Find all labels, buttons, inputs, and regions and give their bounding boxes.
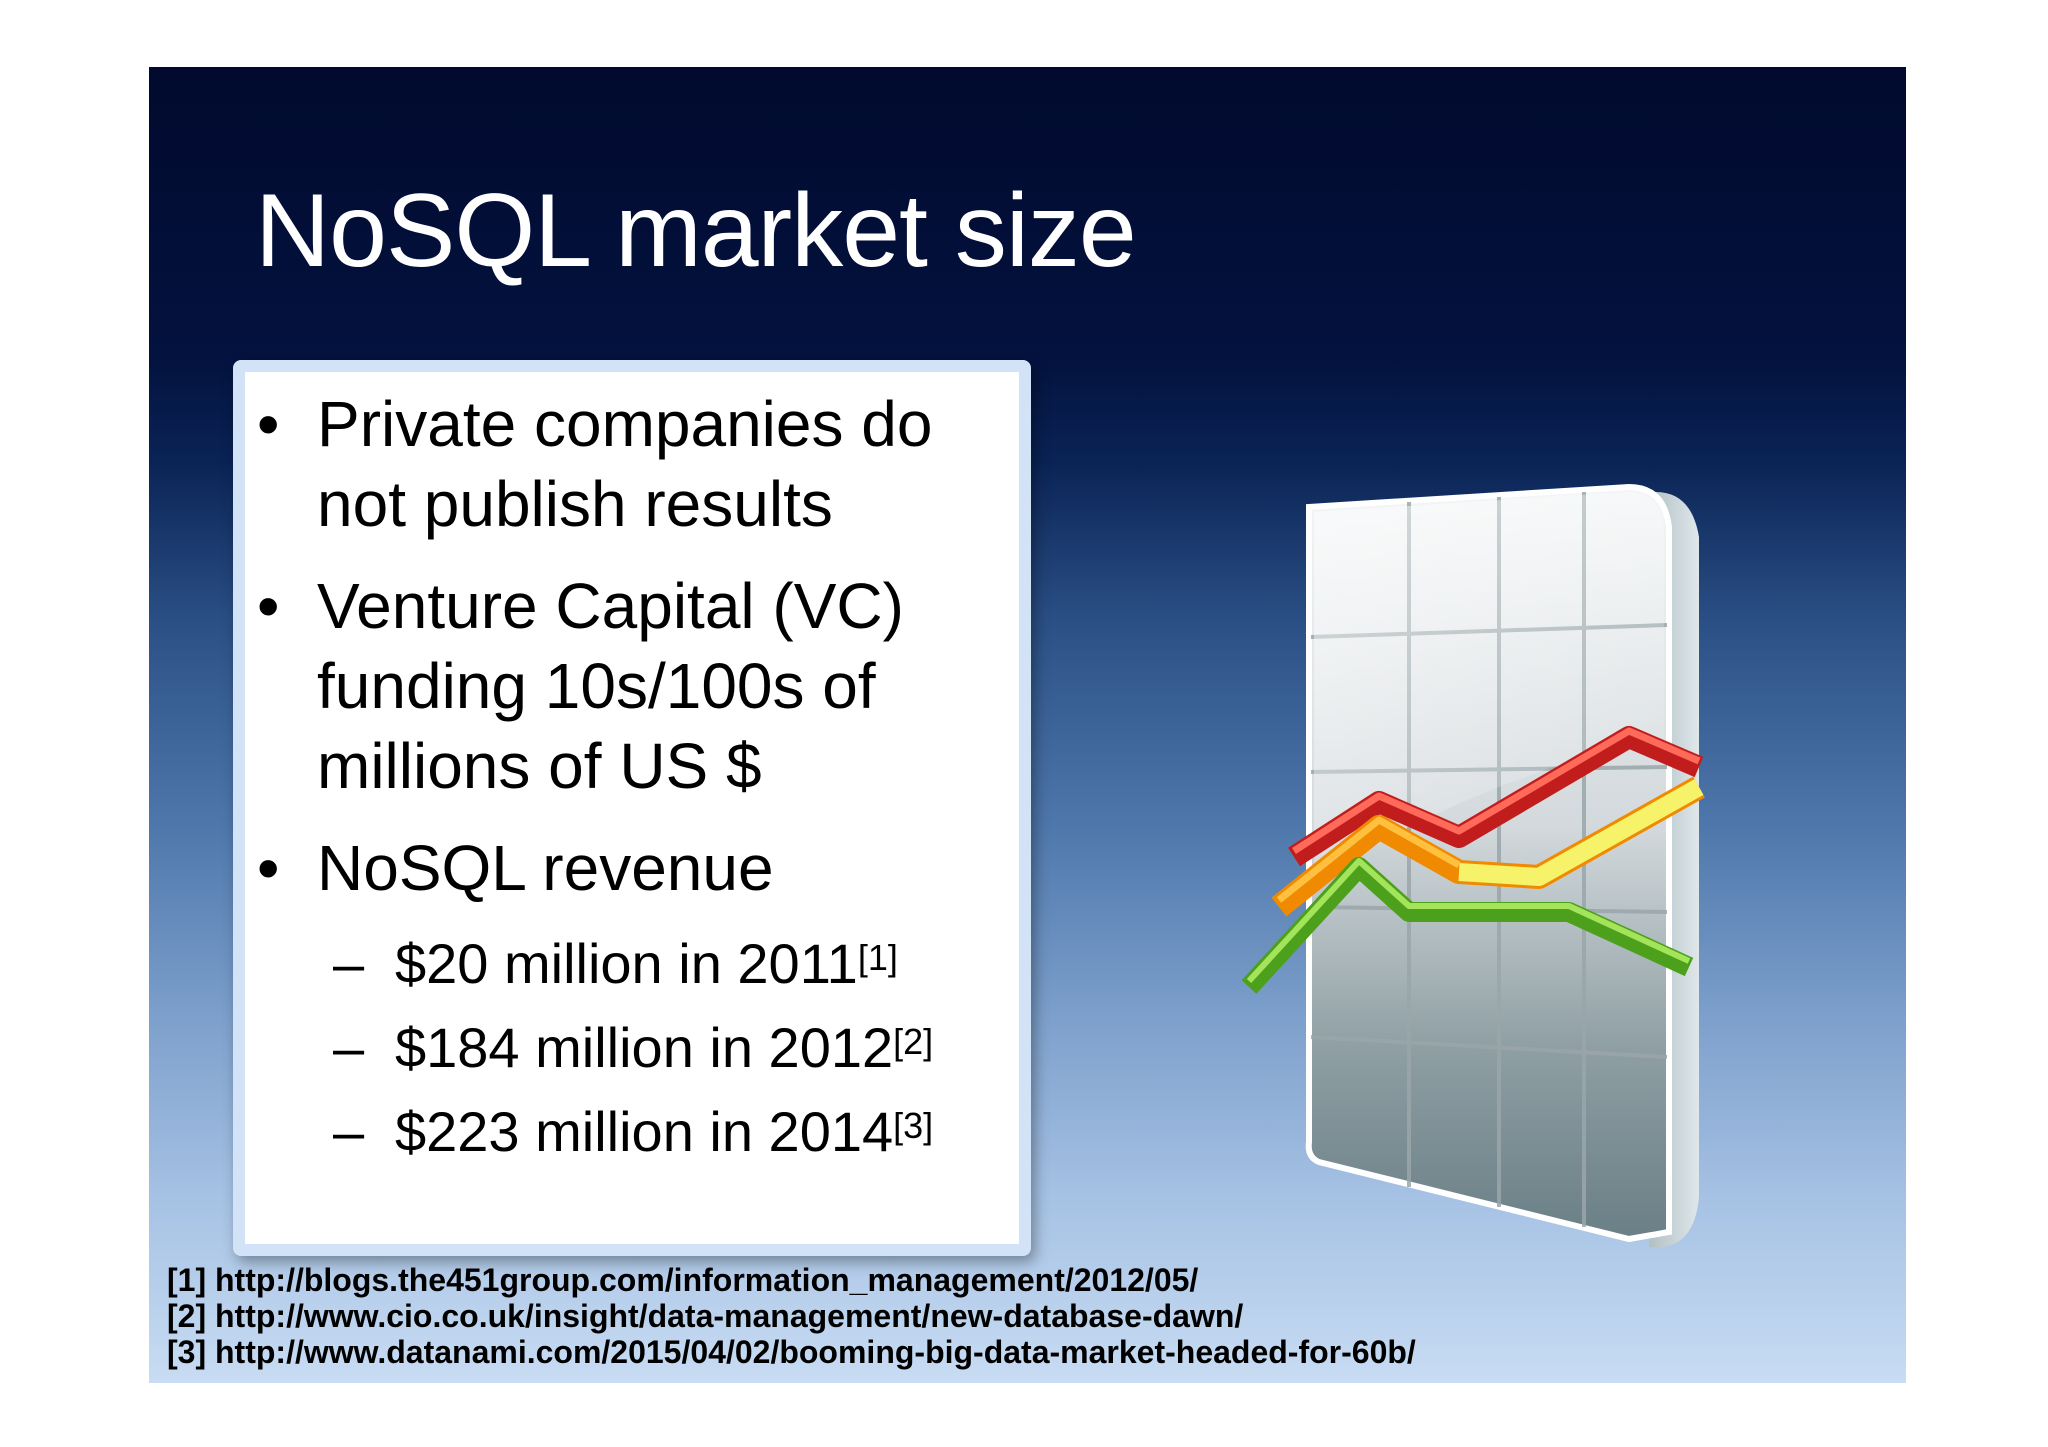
bullet-dot-icon: •: [257, 832, 280, 904]
sub-bullet-text: $20 million in 2011: [395, 932, 858, 995]
bullet-text: Venture Capital (VC) funding 10s/100s of…: [317, 570, 904, 802]
bullet-text: NoSQL revenue: [317, 832, 774, 904]
bullet-item: • Venture Capital (VC) funding 10s/100s …: [245, 566, 1019, 806]
sub-bullet-text: $223 million in 2014: [395, 1100, 894, 1163]
sub-bullet-item: – $223 million in 2014[3]: [245, 1098, 1019, 1166]
dash-icon: –: [333, 1016, 365, 1079]
references: [1] http://blogs.the451group.com/informa…: [167, 1262, 1416, 1370]
content-box: • Private companies do not publish resul…: [233, 360, 1031, 1256]
slide: NoSQL market size • Private companies do…: [149, 67, 1906, 1383]
bullet-item: • NoSQL revenue: [245, 828, 1019, 908]
reference-link[interactable]: [1] http://blogs.the451group.com/informa…: [167, 1262, 1199, 1298]
sub-bullet-text: $184 million in 2012: [395, 1016, 894, 1079]
reference-marker: [1]: [857, 937, 898, 978]
slide-title: NoSQL market size: [255, 173, 1137, 289]
bullet-item: • Private companies do not publish resul…: [245, 384, 1019, 544]
reference-link[interactable]: [2] http://www.cio.co.uk/insight/data-ma…: [167, 1298, 1244, 1334]
reference-link[interactable]: [3] http://www.datanami.com/2015/04/02/b…: [167, 1334, 1416, 1370]
reference-marker: [2]: [893, 1021, 934, 1062]
bullet-dot-icon: •: [257, 570, 280, 642]
sub-bullet-item: – $20 million in 2011[1]: [245, 930, 1019, 998]
dash-icon: –: [333, 1100, 365, 1163]
bullet-text: Private companies do not publish results: [317, 388, 933, 540]
dash-icon: –: [333, 932, 365, 995]
bullet-dot-icon: •: [257, 388, 280, 460]
line-chart-icon: [1241, 483, 1705, 1248]
reference-marker: [3]: [893, 1105, 934, 1146]
sub-bullet-item: – $184 million in 2012[2]: [245, 1014, 1019, 1082]
bullet-list: • Private companies do not publish resul…: [245, 384, 1019, 1182]
